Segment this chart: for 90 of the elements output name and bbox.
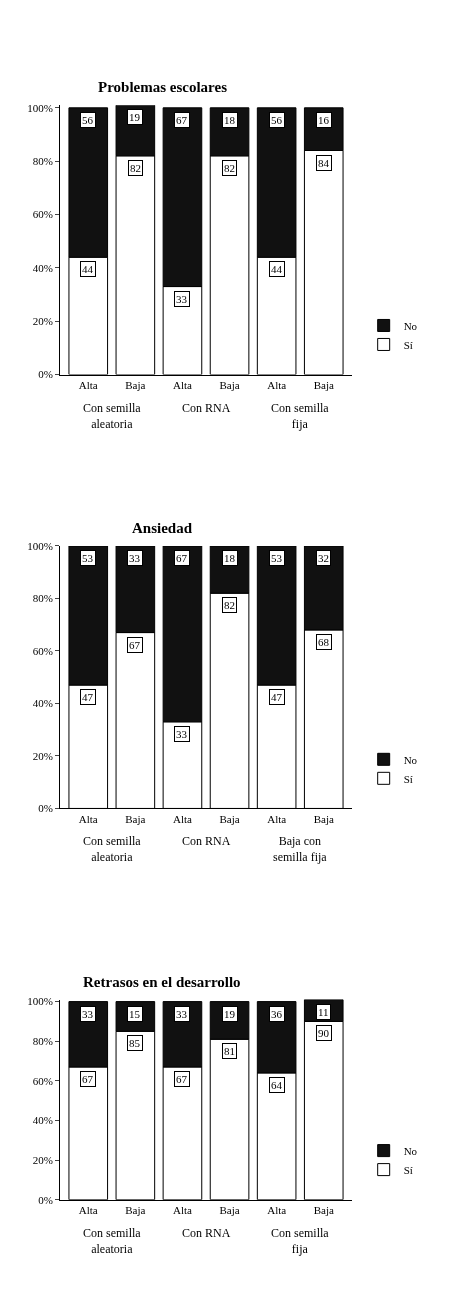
data-label: 18: [224, 552, 236, 564]
y-tick-label: 40%: [32, 261, 53, 274]
data-label: 67: [82, 1073, 94, 1085]
y-tick-label: 80%: [32, 592, 53, 605]
x-tick-label: Alta: [78, 812, 98, 825]
data-label: 16: [318, 114, 330, 126]
text: Con semilla fija: [271, 401, 330, 431]
chart-title: Retrasos en el desarrollo: [83, 974, 241, 990]
y-tick-label: 0%: [38, 368, 53, 381]
x-tick-label: Alta: [78, 1203, 98, 1216]
data-label: 82: [130, 162, 141, 174]
y-tick-label: 40%: [32, 1114, 53, 1127]
data-label: 36: [271, 1008, 283, 1020]
text: Con semilla aleatoria: [83, 1226, 142, 1256]
data-label: 33: [176, 728, 188, 740]
text: Baja con semilla fija: [273, 834, 328, 864]
text: Con semilla aleatoria: [83, 834, 142, 864]
text: Con RNA: [182, 1226, 231, 1240]
data-label: 47: [82, 691, 94, 703]
data-label: 56: [82, 114, 94, 126]
y-tick-label: 60%: [32, 1074, 53, 1087]
data-label: 19: [129, 111, 141, 123]
text: Con semilla aleatoria: [83, 401, 142, 431]
y-tick-label: 40%: [32, 697, 53, 710]
y-tick-label: 60%: [32, 644, 53, 657]
y-tick-label: 20%: [32, 749, 53, 762]
data-label: 85: [129, 1037, 141, 1049]
data-label: 67: [176, 114, 188, 126]
data-label: 82: [224, 599, 235, 611]
data-label: 81: [224, 1045, 235, 1057]
data-label: 15: [129, 1008, 141, 1020]
x-tick-label: Baja: [125, 1203, 146, 1216]
data-label: 82: [224, 162, 235, 174]
y-tick-label: 100%: [27, 101, 53, 114]
data-label: 67: [176, 1073, 188, 1085]
x-tick-label: Baja: [219, 1203, 240, 1216]
data-label: 11: [318, 1006, 329, 1018]
y-tick-label: 60%: [32, 208, 53, 221]
x-tick-label: Alta: [172, 378, 193, 391]
data-label: 44: [271, 263, 283, 275]
chart-title: Problemas escolares: [98, 79, 228, 95]
x-tick-label: Baja: [125, 378, 146, 391]
x-tick-label: Alta: [267, 812, 287, 825]
x-tick-label: Alta: [172, 812, 193, 825]
data-label: 64: [271, 1079, 283, 1091]
text: Con RNA: [182, 834, 231, 848]
text: Con RNA: [182, 401, 231, 415]
data-label: 47: [271, 691, 283, 703]
legend-label: Sí: [403, 1163, 413, 1176]
y-tick-label: 100%: [27, 539, 53, 552]
y-tick-label: 20%: [32, 315, 53, 328]
y-tick-label: 0%: [38, 1193, 53, 1206]
x-tick-label: Alta: [78, 378, 98, 391]
data-label: 33: [176, 293, 188, 305]
y-tick-label: 80%: [32, 1035, 53, 1048]
x-tick-label: Alta: [267, 378, 287, 391]
data-label: 68: [318, 636, 330, 648]
x-tick-label: Baja: [125, 812, 146, 825]
data-label: 56: [271, 114, 283, 126]
data-label: 53: [271, 552, 283, 564]
y-tick-label: 80%: [32, 155, 53, 168]
x-tick-label: Baja: [219, 378, 240, 391]
data-label: 84: [318, 157, 330, 169]
data-label: 33: [82, 1008, 94, 1020]
data-label: 44: [82, 263, 94, 275]
x-tick-label: Alta: [172, 1203, 193, 1216]
legend-label: No: [403, 1144, 418, 1157]
x-tick-label: Alta: [267, 1203, 287, 1216]
y-tick-label: 0%: [38, 802, 53, 815]
data-label: 33: [129, 552, 141, 564]
legend-label: Sí: [403, 772, 413, 785]
legend-label: No: [403, 319, 418, 332]
x-tick-label: Baja: [313, 812, 334, 825]
chart-title: Ansiedad: [132, 520, 193, 536]
y-tick-label: 20%: [32, 1153, 53, 1166]
data-label: 19: [224, 1008, 236, 1020]
y-tick-label: 100%: [27, 995, 53, 1008]
x-tick-label: Baja: [313, 1203, 334, 1216]
data-label: 67: [176, 552, 188, 564]
legend-label: No: [403, 753, 418, 766]
text: Con semilla fija: [271, 1226, 330, 1256]
x-tick-label: Baja: [219, 812, 240, 825]
legend-label: Sí: [403, 338, 413, 351]
data-label: 18: [224, 114, 236, 126]
data-label: 33: [176, 1008, 188, 1020]
x-tick-label: Baja: [313, 378, 334, 391]
data-label: 53: [82, 552, 94, 564]
data-label: 90: [318, 1027, 330, 1039]
data-label: 32: [318, 552, 329, 564]
data-label: 67: [129, 639, 141, 651]
